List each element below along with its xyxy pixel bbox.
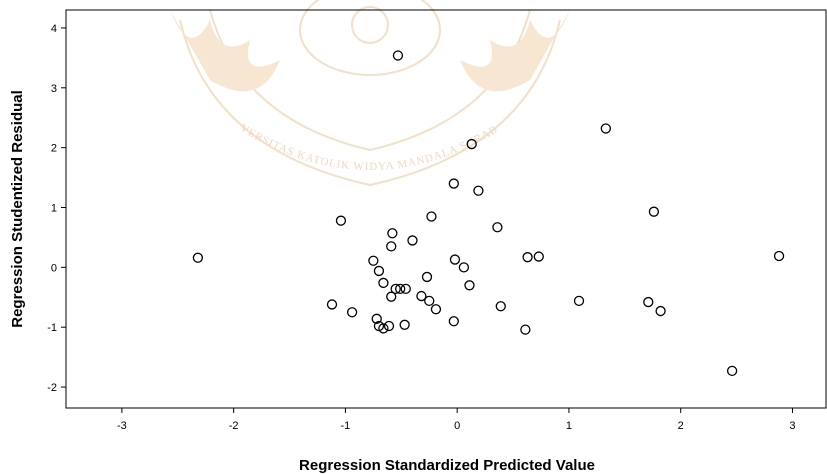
y-tick-label: 4: [51, 23, 57, 35]
data-point: [495, 301, 506, 312]
data-point: [655, 305, 666, 317]
data-point: [421, 271, 433, 283]
data-point: [378, 323, 389, 334]
data-point: [335, 215, 347, 226]
y-tick-label: 3: [51, 83, 57, 95]
x-axis-title: Regression Standardized Predicted Value: [299, 457, 595, 474]
y-axis-title: Regression Studentized Residual: [9, 90, 26, 328]
x-tick-label: 3: [789, 420, 795, 432]
y-tick-label: 1: [51, 203, 57, 215]
data-point: [430, 304, 442, 315]
data-point: [533, 251, 544, 262]
data-point: [399, 319, 410, 330]
data-point: [400, 283, 411, 295]
data-point: [600, 123, 611, 134]
data-point: [424, 295, 435, 307]
data-point: [520, 324, 531, 335]
data-point: [390, 283, 401, 295]
data-point: [522, 252, 533, 263]
y-tick-label: -2: [47, 382, 57, 394]
plot-frame: [65, 9, 827, 409]
data-point: [386, 241, 397, 252]
data-point: [383, 320, 395, 332]
data-point: [449, 254, 461, 265]
data-point: [643, 296, 654, 308]
y-tick-label: -1: [47, 322, 57, 334]
data-point: [386, 291, 397, 302]
data-point: [192, 252, 204, 263]
data-point: [346, 307, 358, 318]
data-point: [466, 138, 477, 150]
y-tick-label: 2: [51, 143, 57, 155]
data-point: [407, 235, 418, 246]
data-point: [458, 262, 470, 273]
data-point: [573, 295, 585, 307]
data-point: [448, 316, 459, 327]
data-point: [371, 313, 382, 324]
data-points: [192, 50, 785, 377]
data-point: [726, 365, 738, 377]
x-tick-label: 2: [678, 420, 684, 432]
data-point: [416, 290, 427, 302]
x-tick-label: -2: [229, 420, 239, 432]
data-point: [395, 283, 406, 295]
data-point: [392, 50, 404, 61]
data-point: [448, 178, 459, 189]
data-point: [368, 255, 379, 266]
x-axis: -3 -2 -1 0 1 2 3: [117, 408, 796, 432]
x-tick-label: 1: [566, 420, 572, 432]
data-point: [373, 265, 385, 277]
data-point: [492, 222, 503, 233]
y-tick-label: 0: [51, 262, 57, 274]
data-point: [773, 250, 785, 262]
y-axis: -2 -1 0 1 2 3 4: [47, 23, 66, 394]
x-tick-label: 0: [454, 420, 460, 432]
data-point: [326, 299, 338, 310]
data-point: [464, 280, 475, 291]
data-point: [648, 206, 660, 217]
data-point: [473, 185, 484, 196]
x-tick-label: -3: [117, 420, 127, 432]
data-point: [387, 228, 398, 239]
data-point: [378, 277, 389, 289]
data-point: [426, 211, 437, 222]
x-tick-label: -1: [341, 420, 351, 432]
